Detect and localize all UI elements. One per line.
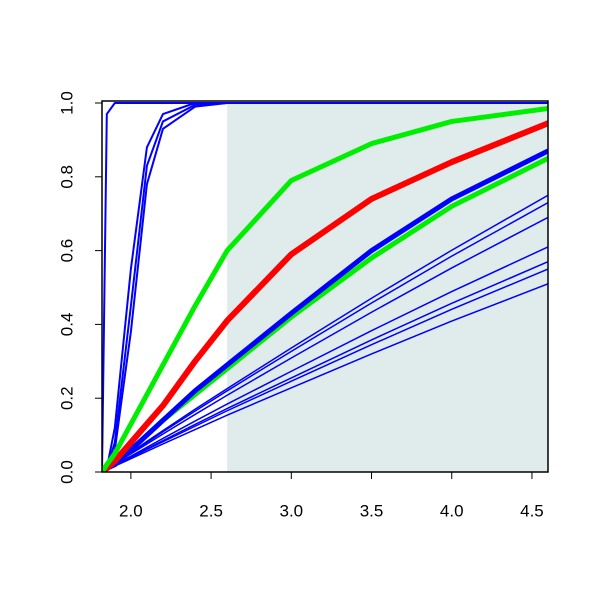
line-layer <box>102 102 548 472</box>
shade-layer <box>227 103 548 472</box>
y-tick-label: 0.4 <box>57 313 76 337</box>
series-line <box>102 106 548 472</box>
plot-frame <box>101 100 549 473</box>
axis-layer: 2.0 2.5 3.0 3.5 4.0 4.5 0.0 0.2 0.4 0.6 0.8 1.0 <box>57 91 543 520</box>
x-tick-label: 2.0 <box>119 501 143 520</box>
y-tick-label: 0.8 <box>57 165 76 189</box>
y-tick-label: 0.2 <box>57 386 76 410</box>
y-tick-label: 0.6 <box>57 239 76 263</box>
x-tick-label: 2.5 <box>199 501 223 520</box>
x-tick-label: 4.5 <box>520 501 544 520</box>
shaded-region <box>227 103 548 472</box>
y-tick-label: 1.0 <box>57 91 76 115</box>
series-line <box>102 120 548 472</box>
x-tick-label: 3.0 <box>279 501 303 520</box>
x-tick-label: 4.0 <box>440 501 464 520</box>
y-tick-label: 0.0 <box>57 460 76 484</box>
x-tick-label: 3.5 <box>360 501 384 520</box>
